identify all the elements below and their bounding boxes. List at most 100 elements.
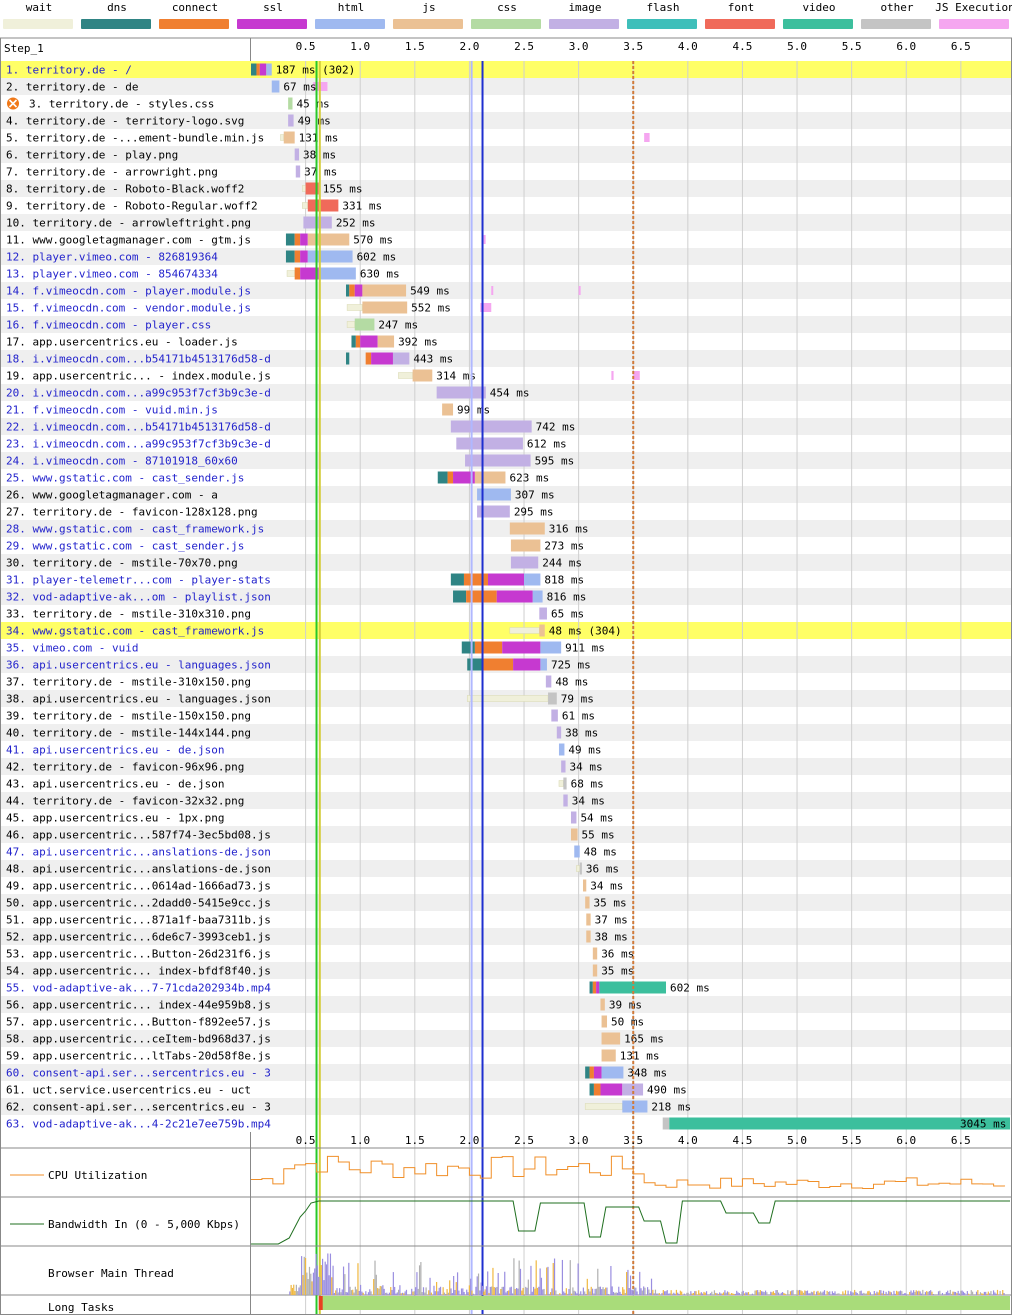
request-label: 28. www.gstatic.com - cast_framework.js: [6, 523, 264, 536]
main-thread-sample: [894, 1293, 896, 1295]
duration-label: 99 ms: [457, 404, 490, 417]
request-label: 4. territory.de - territory-logo.svg: [6, 115, 244, 128]
bar-segment-dns: [589, 1083, 594, 1096]
bar-segment-html: [307, 250, 353, 263]
request-label: 54. app.usercentric... index-bfdf8f40.js: [6, 965, 271, 978]
main-thread-sample: [483, 1291, 485, 1295]
main-thread-sample: [388, 1292, 391, 1295]
main-thread-sample: [847, 1290, 849, 1295]
request-label: 6. territory.de - play.png: [6, 149, 178, 162]
main-thread-sample: [737, 1292, 739, 1295]
bar-segment-image: [570, 811, 577, 824]
request-row: [1, 945, 1011, 962]
main-thread-sample: [532, 1286, 535, 1295]
main-thread-sample: [480, 1282, 482, 1295]
x-axis-top: 0.5 1.0 1.5 2.0 2.5 3.0 3.5 4.0 4.5 5.0 5.5 6.0 6.5: [296, 40, 971, 53]
main-thread-sample: [869, 1292, 871, 1295]
main-thread-sample: [881, 1293, 883, 1295]
bar-segment-ssl: [502, 641, 541, 654]
main-thread-sample: [989, 1293, 991, 1295]
request-rows: 1. territory.de - / 2. territory.de - de 3…: [0, 37, 1012, 1315]
main-thread-sample: [666, 1290, 668, 1295]
main-thread-sample: [822, 1291, 824, 1295]
main-thread-sample: [1003, 1293, 1005, 1295]
main-thread-sample: [882, 1290, 885, 1295]
main-thread-sample: [979, 1292, 982, 1295]
main-thread-sample: [960, 1290, 962, 1295]
bar-segment-js: [283, 131, 295, 144]
main-thread-sample: [298, 1287, 300, 1295]
main-thread-sample: [570, 1293, 573, 1295]
main-thread-sample: [594, 1288, 596, 1295]
main-thread-sample: [526, 1287, 528, 1295]
duration-label: 314 ms: [436, 370, 476, 383]
request-label: 20. i.vimeocdn.com...a99c953f7cf3b9c3e-d: [6, 387, 271, 400]
duration-label: 348 ms: [627, 1067, 667, 1080]
duration-label: 48 ms (304): [549, 625, 622, 638]
bar-segment-dns: [346, 284, 350, 297]
main-thread-sample: [992, 1290, 995, 1295]
duration-label: 36 ms: [601, 948, 634, 961]
bar-segment-font: [307, 199, 339, 212]
x-tick-label: 1.0: [350, 40, 370, 53]
duration-label: 549 ms: [410, 285, 450, 298]
main-thread-sample: [632, 1290, 634, 1295]
main-thread-sample: [880, 1290, 882, 1295]
main-thread-sample: [390, 1287, 392, 1295]
main-thread-sample: [498, 1293, 501, 1295]
main-thread-sample: [435, 1281, 438, 1295]
request-label: 53. app.usercentric...Button-26d231f6.js: [6, 948, 271, 961]
legend-label-connect: connect: [172, 1, 218, 14]
main-thread-sample: [745, 1292, 747, 1295]
main-thread-sample: [854, 1289, 856, 1295]
request-row: [1, 197, 1011, 214]
request-row: [1, 248, 1011, 265]
bar-segment-js: [601, 1032, 621, 1045]
main-thread-sample: [370, 1291, 372, 1295]
main-thread-sample: [738, 1293, 740, 1295]
main-thread-sample: [886, 1293, 889, 1295]
bar-segment-wait: [558, 780, 564, 787]
main-thread-sample: [622, 1287, 624, 1295]
main-thread-sample: [302, 1275, 304, 1295]
main-thread-sample: [453, 1275, 455, 1295]
bar-segment-js: [592, 947, 598, 960]
main-thread-sample: [631, 1289, 633, 1295]
main-thread-sample: [463, 1291, 465, 1295]
main-thread-sample: [445, 1293, 447, 1295]
main-thread-sample: [352, 1289, 354, 1295]
x-tick-label: 5.5: [842, 1134, 862, 1147]
request-label: 16. f.vimeocdn.com - player.css: [6, 319, 211, 332]
main-thread-sample: [901, 1291, 903, 1295]
request-label: 13. player.vimeo.com - 854674334: [6, 268, 218, 281]
main-thread-sample: [953, 1291, 955, 1295]
main-thread-sample: [889, 1291, 891, 1295]
request-label: 2. territory.de - de: [6, 81, 138, 94]
request-row: [1, 605, 1011, 622]
main-thread-sample: [373, 1279, 375, 1295]
main-thread-sample: [525, 1286, 527, 1295]
legend-label-html: html: [338, 1, 365, 14]
legend-swatch-ssl: [237, 19, 307, 29]
duration-label: 38 ms: [595, 931, 628, 944]
legend-label-image: image: [568, 1, 601, 14]
request-row: [1, 724, 1011, 741]
request-label: 50. app.usercentric...2dadd0-5415e9cc.js: [6, 897, 271, 910]
main-thread-sample: [341, 1289, 343, 1295]
main-thread-sample: [641, 1290, 643, 1295]
main-thread-sample: [890, 1292, 892, 1295]
main-thread-sample: [667, 1293, 670, 1295]
main-thread-sample: [324, 1261, 326, 1295]
request-row: [1, 1047, 1011, 1064]
request-row: [1, 1081, 1011, 1098]
main-thread-sample: [449, 1280, 451, 1295]
duration-label: 38 ms: [565, 727, 598, 740]
bar-segment-wait: [398, 372, 413, 379]
legend-label-dns: dns: [107, 1, 127, 14]
main-thread-sample: [864, 1293, 866, 1295]
bar-segment-ssl: [596, 981, 600, 994]
main-thread-sample: [418, 1265, 421, 1295]
duration-label: 602 ms: [357, 251, 397, 264]
main-thread-sample: [412, 1291, 414, 1295]
main-thread-sample: [325, 1264, 328, 1295]
